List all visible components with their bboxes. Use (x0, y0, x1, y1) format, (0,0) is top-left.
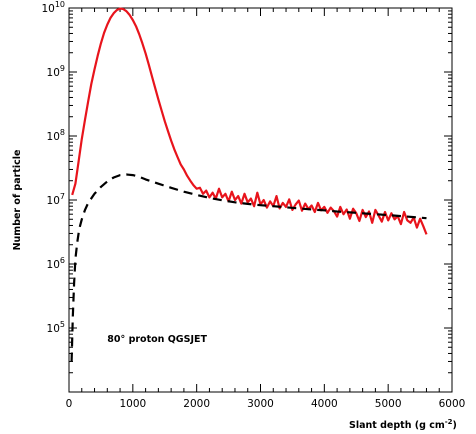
y-tick-label-base: 10 (47, 259, 60, 271)
y-tick-label-exp: 10 (55, 0, 65, 9)
y-tick-label-exp: 9 (60, 64, 65, 73)
x-tick-label: 5000 (375, 398, 402, 410)
tick-labels: 0 1000 2000 3000 4000 5000 6000105106107108109… (41, 0, 465, 410)
y-tick-label-base: 10 (47, 67, 60, 79)
x-tick-label: 4000 (311, 398, 338, 410)
y-tick-label: 109 (47, 64, 65, 79)
y-tick-label-base: 10 (47, 131, 60, 143)
x-axis-title-sup: -2 (445, 418, 453, 426)
x-tick-label: 2000 (183, 398, 210, 410)
y-tick-label-base: 10 (47, 323, 60, 335)
y-tick-label-base: 10 (41, 3, 54, 15)
series-line-dashed (70, 173, 427, 362)
y-tick-label: 1010 (41, 0, 65, 15)
y-tick-label: 106 (47, 256, 65, 271)
x-tick-label: 1000 (119, 398, 146, 410)
y-tick-label: 107 (47, 192, 65, 207)
y-tick-label: 108 (47, 128, 65, 143)
x-axis-title-main: Slant depth (g cm (349, 420, 445, 431)
y-tick-label: 105 (47, 320, 65, 335)
x-tick-label: 0 (66, 398, 73, 410)
y-tick-label-exp: 5 (60, 320, 65, 329)
y-tick-label-exp: 7 (60, 192, 65, 201)
axis-ticks (68, 8, 453, 393)
series-line-solid (71, 7, 428, 235)
y-axis-title: Number of particle (12, 150, 23, 251)
x-tick-label: 6000 (439, 398, 466, 410)
x-axis-title-close: ) (453, 420, 457, 431)
y-tick-label-base: 10 (47, 195, 60, 207)
y-tick-label-exp: 8 (60, 128, 65, 137)
annotation-label: 80° proton QGSJET (107, 334, 207, 345)
series-layer (70, 7, 428, 362)
x-axis-title: Slant depth (g cm-2) (349, 418, 457, 431)
x-tick-label: 3000 (247, 398, 274, 410)
y-tick-label-exp: 6 (60, 256, 65, 265)
